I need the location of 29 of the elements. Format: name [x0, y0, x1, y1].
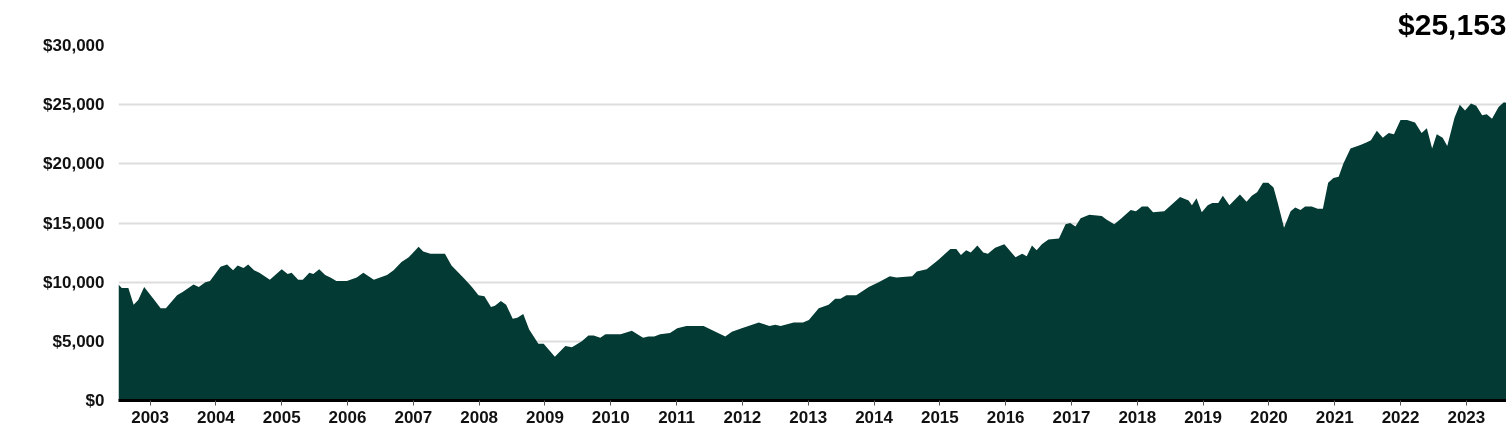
- x-tick-label: 2006: [328, 407, 367, 427]
- x-tick-label: 2011: [658, 407, 696, 427]
- y-tick-label: $5,000: [52, 331, 105, 351]
- x-tick-label: 2022: [1381, 407, 1420, 427]
- x-tick-label: 2004: [196, 407, 236, 427]
- x-tick-label: 2016: [986, 407, 1025, 427]
- x-tick-label: 2009: [526, 407, 564, 427]
- x-tick-label: 2012: [723, 407, 762, 427]
- x-tick-label: 2015: [920, 407, 959, 427]
- y-tick-label: $0: [85, 391, 105, 410]
- x-tick-label: 2005: [262, 407, 301, 427]
- x-tick-label: 2021: [1315, 407, 1354, 427]
- y-tick-label: $20,000: [43, 154, 105, 174]
- x-tick-label: 2010: [591, 407, 630, 427]
- x-tick-label: 2014: [855, 407, 894, 427]
- x-tick-label: 2023: [1447, 407, 1486, 427]
- x-tick-label: 2017: [1052, 407, 1091, 427]
- x-tick-label: 2008: [460, 407, 499, 427]
- x-tick-label: 2018: [1118, 407, 1157, 427]
- y-tick-label: $15,000: [43, 213, 105, 233]
- y-tick-label: $25,000: [43, 95, 105, 115]
- x-tick-label: 2019: [1184, 407, 1223, 427]
- x-tick-label: 2003: [131, 407, 170, 427]
- x-tick-label: 2020: [1250, 407, 1288, 427]
- y-tick-label: $10,000: [43, 272, 105, 292]
- x-tick-label: 2007: [394, 407, 433, 427]
- x-tick-label: 2013: [789, 407, 828, 427]
- text: $25,153: [1398, 7, 1506, 41]
- y-tick-label: $30,000: [43, 36, 105, 55]
